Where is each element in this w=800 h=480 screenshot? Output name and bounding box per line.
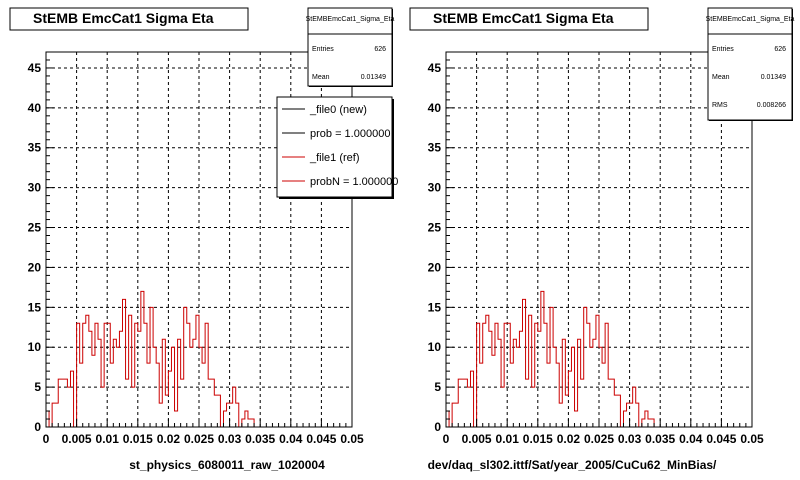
stats-label: Mean	[712, 74, 730, 81]
stats-label: Entries	[712, 46, 734, 53]
x-tick-label: 0.03	[618, 432, 642, 446]
y-tick-label: 20	[28, 260, 42, 274]
stats-box	[307, 7, 393, 87]
stats-title: StEMBEmcCat1_Sigma_Eta	[306, 16, 395, 23]
stats-label: RMS	[712, 102, 728, 109]
stats-value: 626	[374, 46, 386, 53]
x-tick-label: 0.035	[245, 432, 275, 446]
y-tick-label: 0	[34, 420, 41, 434]
x-tick-label: 0.04	[679, 432, 703, 446]
y-tick-label: 25	[28, 221, 42, 235]
stats-label: Entries	[312, 46, 334, 53]
stats-value: 0.01349	[761, 74, 786, 81]
x-tick-label: 0.05	[740, 432, 764, 446]
stats-value: 626	[774, 46, 786, 53]
stats-title: StEMBEmcCat1_Sigma_Eta	[706, 16, 795, 23]
y-tick-label: 40	[428, 101, 442, 115]
stats-box	[707, 7, 793, 121]
x-tick-label: 0.02	[557, 432, 581, 446]
y-tick-label: 25	[428, 221, 442, 235]
x-tick-label: 0.05	[340, 432, 364, 446]
y-tick-label: 0	[434, 420, 441, 434]
x-tick-label: 0.005	[62, 432, 92, 446]
legend-box	[276, 96, 393, 198]
stats-label: Mean	[312, 74, 330, 81]
chart-title: StEMB EmcCat1 Sigma Eta	[33, 10, 214, 26]
x-axis-label: st_physics_6080011_raw_1020004	[129, 458, 325, 472]
x-tick-label: 0.035	[645, 432, 675, 446]
title-box	[409, 7, 649, 31]
chart-panel-1: 0 0.005 0.01 0.015 0.02 0.025 0.03 0.035 0.04 0.0…	[9, 7, 395, 472]
y-tick-label: 40	[28, 101, 42, 115]
legend-label: _file1 (ref)	[309, 152, 360, 164]
x-tick-label: 0.02	[157, 432, 181, 446]
y-tick-label: 30	[28, 181, 42, 195]
y-tick-label: 20	[428, 260, 442, 274]
x-tick-label: 0	[443, 432, 450, 446]
x-tick-label: 0.04	[279, 432, 303, 446]
x-tick-label: 0.015	[523, 432, 553, 446]
y-tick-label: 45	[428, 61, 442, 75]
x-tick-label: 0.025	[584, 432, 614, 446]
x-axis-label: dev/daq_sl302.ittf/Sat/year_2005/CuCu62_…	[428, 458, 717, 472]
stats-value: 0.008266	[757, 102, 786, 109]
y-tick-label: 35	[28, 141, 42, 155]
title-box	[9, 7, 249, 31]
y-tick-label: 45	[28, 61, 42, 75]
x-tick-label: 0.045	[306, 432, 336, 446]
y-tick-label: 30	[428, 181, 442, 195]
y-tick-label: 10	[428, 340, 442, 354]
chart-title: StEMB EmcCat1 Sigma Eta	[433, 10, 614, 26]
y-tick-label: 15	[28, 300, 42, 314]
y-tick-label: 5	[34, 380, 41, 394]
x-tick-label: 0.03	[218, 432, 242, 446]
legend: _file0 (new) prob = 1.000000 _file1 (ref) p…	[276, 96, 398, 199]
y-tick-label: 5	[434, 380, 441, 394]
y-tick-label: 15	[428, 300, 442, 314]
y-tick-label: 10	[28, 340, 42, 354]
x-tick-label: 0.045	[706, 432, 736, 446]
chart-panel-2: 0 0.005 0.01 0.015 0.02 0.025 0.03 0.035 0.04 0.0…	[409, 7, 795, 472]
x-tick-label: 0.005	[462, 432, 492, 446]
legend-label: prob = 1.000000	[310, 128, 390, 140]
legend-label: _file0 (new)	[309, 104, 367, 116]
x-tick-label: 0.015	[123, 432, 153, 446]
x-tick-label: 0.025	[184, 432, 214, 446]
y-tick-label: 35	[428, 141, 442, 155]
legend-label: probN = 1.000000	[310, 176, 398, 188]
x-tick-label: 0	[43, 432, 50, 446]
stats-value: 0.01349	[361, 74, 386, 81]
x-tick-label: 0.01	[96, 432, 120, 446]
x-tick-label: 0.01	[496, 432, 520, 446]
